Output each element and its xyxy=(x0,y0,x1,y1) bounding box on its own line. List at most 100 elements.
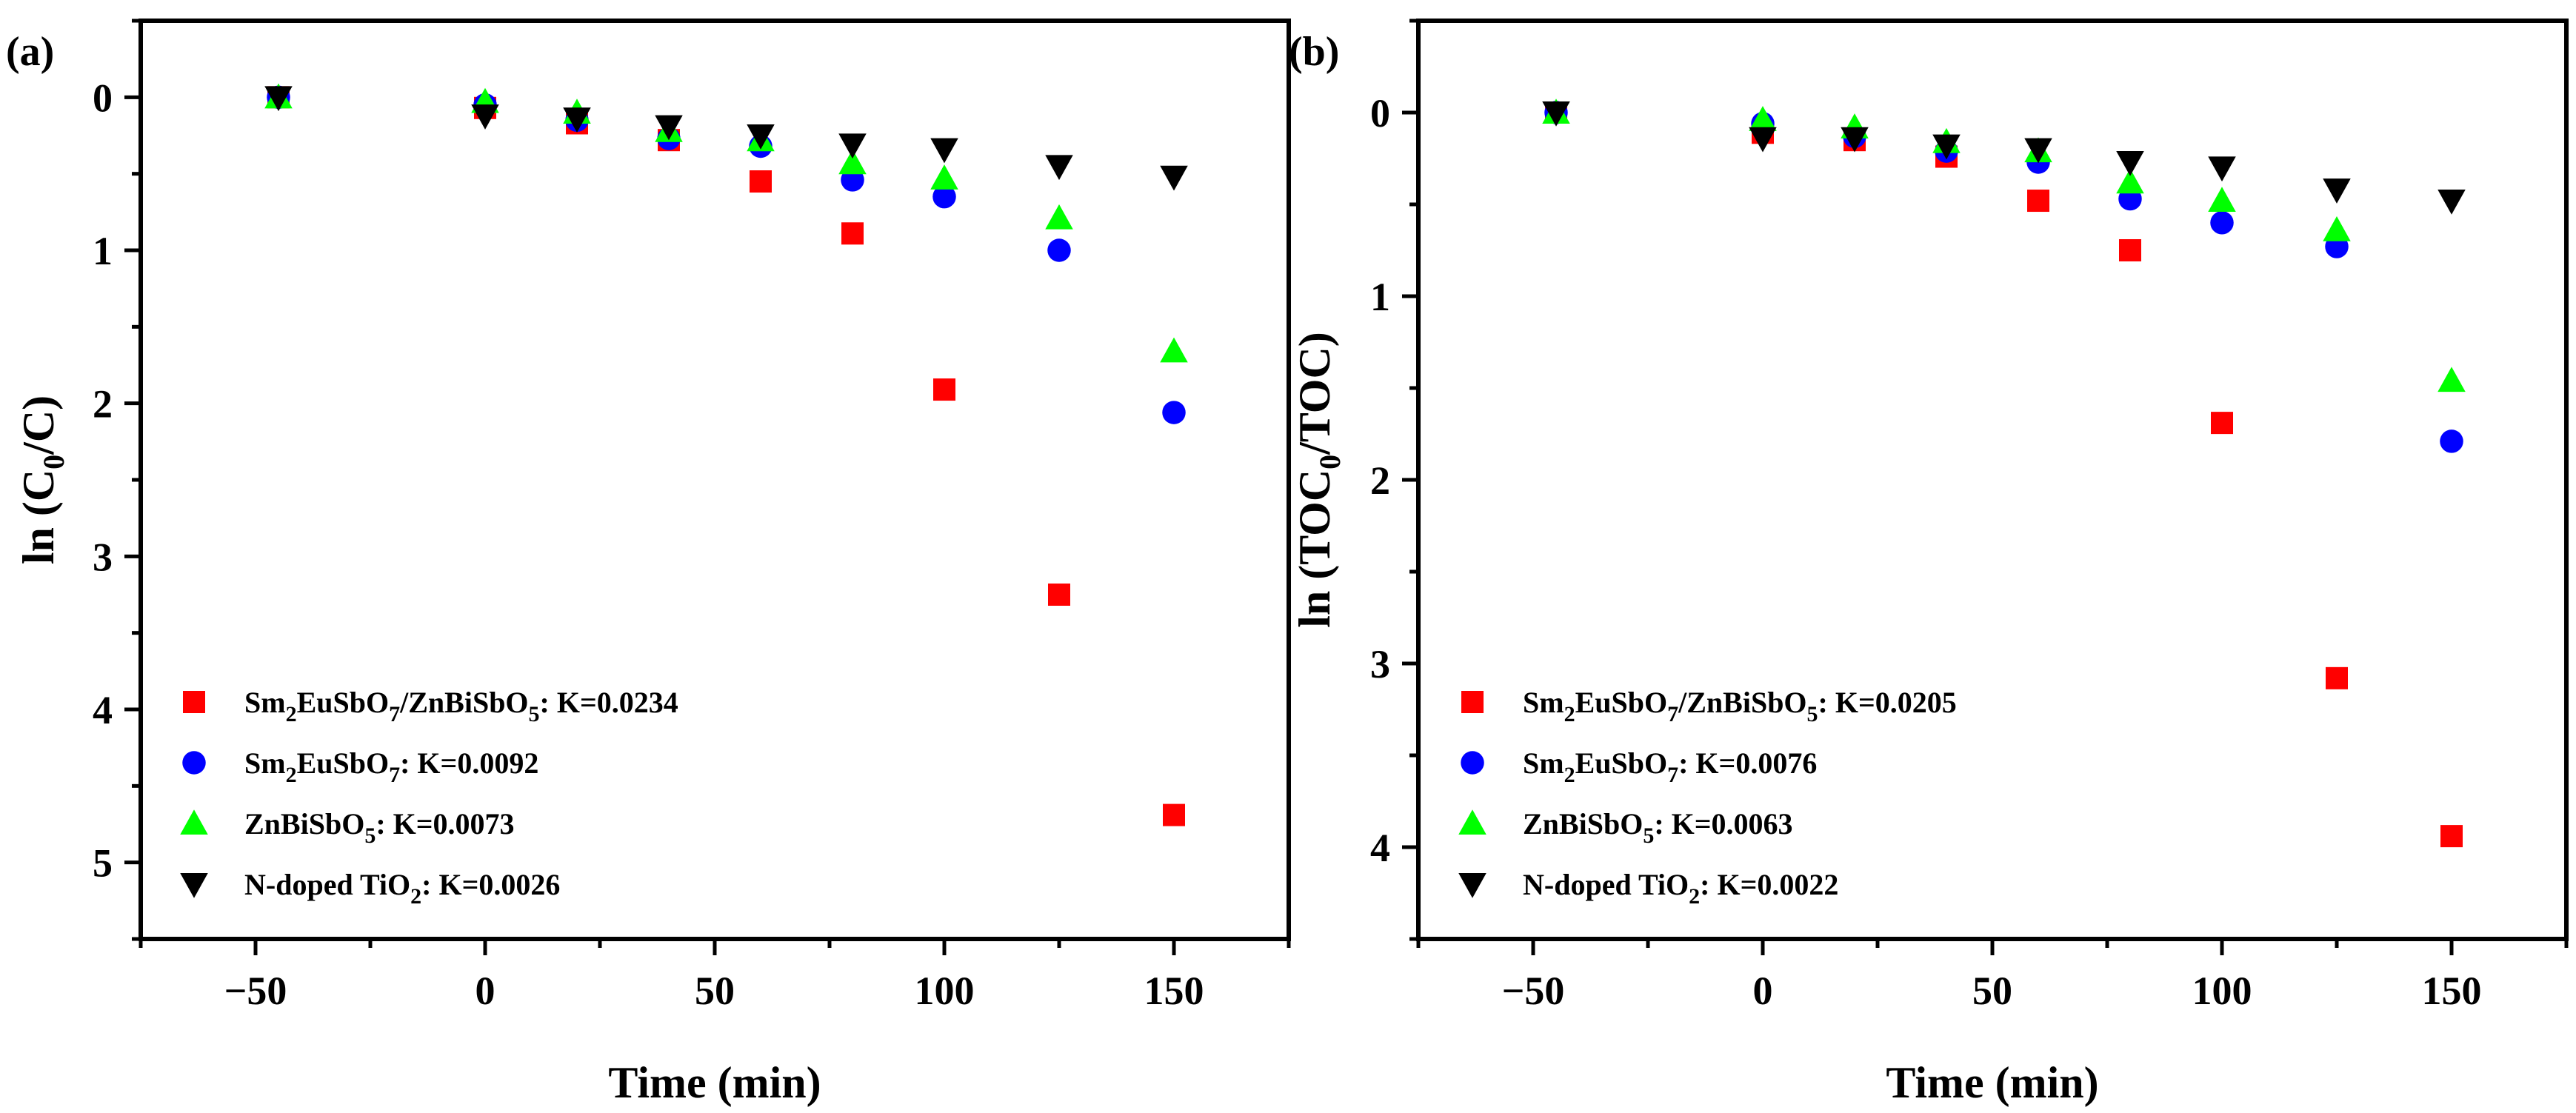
legend-label-part: : K=0.0026 xyxy=(421,868,560,901)
legend-label: Sm2EuSbO7: K=0.0092 xyxy=(244,746,538,787)
legend-label-part: EuSbO xyxy=(1575,686,1668,719)
legend-label-subscript: 2 xyxy=(286,763,297,787)
legend-label-subscript: 5 xyxy=(1643,823,1654,848)
x-tick-label: 0 xyxy=(476,969,495,1013)
legend-label-subscript: 2 xyxy=(1564,763,1575,787)
data-point-square xyxy=(933,378,955,401)
data-point-triangle-down xyxy=(930,138,958,164)
data-point-triangle-down xyxy=(264,86,293,112)
legend-label-subscript: 7 xyxy=(1667,702,1678,726)
y-tick-label: 1 xyxy=(93,229,113,273)
x-axis-title: Time (min) xyxy=(1886,1058,2098,1107)
legend-label: ZnBiSbO5: K=0.0063 xyxy=(1523,807,1793,848)
legend-marker-triangle-up xyxy=(180,809,208,835)
legend-label: Sm2EuSbO7/ZnBiSbO5: K=0.0205 xyxy=(1523,686,1957,726)
y-axis-title-part: ln (C xyxy=(14,469,63,564)
data-point-triangle-up xyxy=(1045,204,1073,230)
plot-frame xyxy=(139,19,1291,941)
data-point-triangle-down xyxy=(2116,150,2144,176)
legend-label-part: Sm xyxy=(1523,686,1564,719)
legend-label-subscript: 2 xyxy=(410,884,421,909)
y-tick-label: 5 xyxy=(93,841,113,886)
plot-frame xyxy=(1416,19,2569,941)
legend-label-part: ZnBiSbO xyxy=(1523,807,1643,840)
x-tick-label: 150 xyxy=(1144,969,1204,1013)
data-point-square xyxy=(750,170,772,193)
legend-marker-triangle-down xyxy=(180,873,208,898)
data-point-square xyxy=(841,222,864,245)
legend-label-subscript: 7 xyxy=(1667,763,1678,787)
data-point-triangle-down xyxy=(1932,134,1961,160)
legend-label-part: ZnBiSbO xyxy=(244,807,364,840)
data-point-triangle-down xyxy=(1841,127,1869,153)
data-point-circle xyxy=(932,184,956,209)
data-point-triangle-down xyxy=(563,107,591,133)
data-point-circle xyxy=(2210,211,2234,235)
legend-marker-square xyxy=(1461,691,1484,713)
y-tick-label: 4 xyxy=(1370,826,1390,870)
data-point-triangle-down xyxy=(1045,155,1073,181)
y-tick-label: 2 xyxy=(93,382,113,427)
x-tick-label: 100 xyxy=(2192,969,2252,1013)
data-point-square xyxy=(2326,666,2348,689)
legend-label-subscript: 5 xyxy=(529,702,540,726)
legend-label-part: N-doped TiO xyxy=(244,868,410,901)
data-point-circle xyxy=(1047,238,1071,262)
x-tick-label: 50 xyxy=(695,969,735,1013)
legend-label: N-doped TiO2: K=0.0022 xyxy=(1523,868,1838,909)
data-point-triangle-up xyxy=(930,164,958,190)
data-point-square xyxy=(1048,584,1070,606)
legend-label-part: Sm xyxy=(244,686,286,719)
data-point-triangle-up xyxy=(2208,187,2236,213)
data-point-triangle-down xyxy=(1542,101,1570,127)
x-axis-title: Time (min) xyxy=(608,1058,821,1107)
data-point-triangle-down xyxy=(2323,178,2351,204)
data-point-triangle-down xyxy=(2024,138,2052,164)
legend-label-subscript: 5 xyxy=(364,823,376,848)
legend-label-part: Sm xyxy=(244,746,286,780)
data-point-circle xyxy=(2440,430,2463,453)
legend-label-subscript: 2 xyxy=(1564,702,1575,726)
legend-label-part: : K=0.0205 xyxy=(1818,686,1957,719)
data-point-square xyxy=(2211,412,2233,435)
data-point-triangle-down xyxy=(2437,190,2466,215)
data-point-triangle-up xyxy=(2323,215,2351,241)
legend-label-part: : K=0.0076 xyxy=(1678,746,1817,780)
data-point-triangle-up xyxy=(2116,168,2144,194)
panel-label: (b) xyxy=(1289,29,1339,75)
data-point-triangle-up xyxy=(1749,106,1777,131)
legend-label-subscript: 7 xyxy=(389,702,400,726)
x-tick-label: −50 xyxy=(1502,969,1565,1013)
legend-label-part: : K=0.0022 xyxy=(1700,868,1838,901)
legend-label-subscript: 2 xyxy=(286,702,297,726)
y-axis-title-part: ln (TOC xyxy=(1290,469,1339,628)
y-tick-label: 3 xyxy=(1370,642,1390,686)
legend-marker-square xyxy=(183,691,205,713)
data-point-square xyxy=(1163,803,1185,826)
legend-label-part: /ZnBiSbO xyxy=(1678,686,1806,719)
legend-label: ZnBiSbO5: K=0.0073 xyxy=(244,807,515,848)
data-point-triangle-up xyxy=(838,149,867,175)
panel-label: (a) xyxy=(6,29,54,75)
legend-label-part: /ZnBiSbO xyxy=(399,686,528,719)
legend-label-part: : K=0.0092 xyxy=(400,746,538,780)
legend-label-part: EuSbO xyxy=(1575,746,1668,780)
legend-label-part: : K=0.0073 xyxy=(376,807,514,840)
y-axis-title-part: /C) xyxy=(14,395,63,455)
x-tick-label: 150 xyxy=(2422,969,2482,1013)
data-point-square xyxy=(2440,825,2463,848)
y-axis-title-part: /TOC) xyxy=(1290,332,1339,455)
data-point-triangle-down xyxy=(747,124,775,150)
y-axis-title: ln (TOC0/TOC) xyxy=(1290,332,1347,628)
legend-marker-circle xyxy=(182,751,206,775)
data-point-circle xyxy=(1162,401,1186,424)
data-point-triangle-down xyxy=(1749,127,1777,153)
legend-label: Sm2EuSbO7: K=0.0076 xyxy=(1523,746,1817,787)
legend-marker-triangle-down xyxy=(1458,873,1486,898)
legend-label-part: : K=0.0234 xyxy=(540,686,678,719)
legend-label-subscript: 7 xyxy=(389,763,400,787)
legend-marker-circle xyxy=(1461,751,1484,775)
